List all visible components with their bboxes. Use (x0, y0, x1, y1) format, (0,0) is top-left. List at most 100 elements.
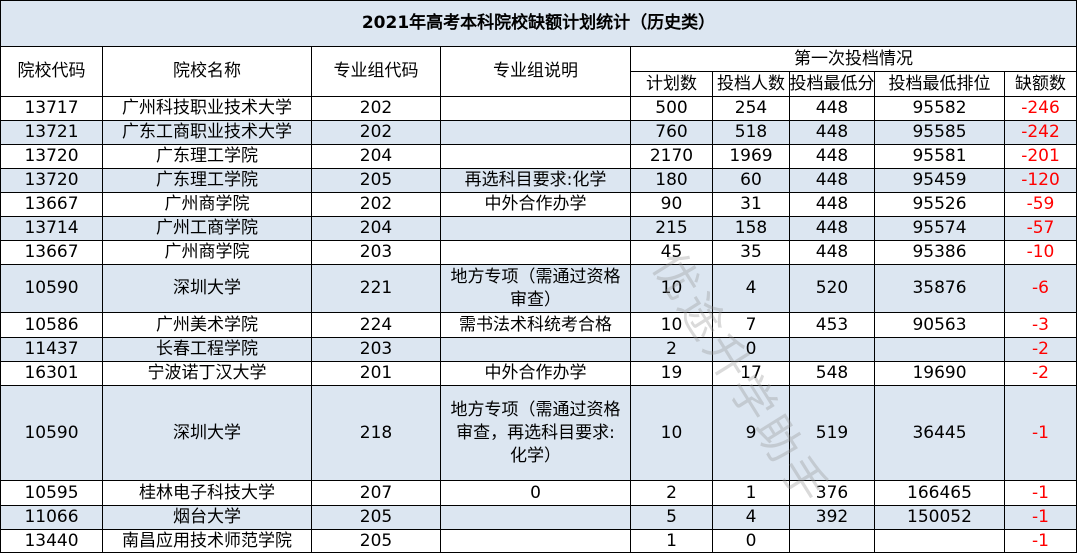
table-cell: 13720 (0, 169, 103, 193)
table-cell (441, 338, 631, 362)
table-cell: 95386 (875, 241, 1005, 265)
table-cell (875, 530, 1005, 553)
table-cell: 204 (312, 145, 441, 169)
table-cell: -10 (1005, 241, 1077, 265)
table-cell: 13717 (0, 97, 103, 121)
table-cell: 760 (631, 121, 713, 145)
table-cell: 1 (631, 530, 713, 553)
table-cell: 448 (790, 169, 875, 193)
table-cell: 深圳大学 (103, 386, 312, 481)
table-cell (441, 145, 631, 169)
table-cell: -201 (1005, 145, 1077, 169)
table-cell: 158 (713, 217, 790, 241)
table-cell (875, 338, 1005, 362)
table-cell: 166465 (875, 481, 1005, 506)
header-cell: 缺额数 (1005, 72, 1077, 97)
table-cell: 448 (790, 217, 875, 241)
table-cell: 448 (790, 97, 875, 121)
table-cell: 31 (713, 193, 790, 217)
table-cell: 13721 (0, 121, 103, 145)
table-cell: 448 (790, 121, 875, 145)
table-cell: 再选科目要求:化学 (441, 169, 631, 193)
table-cell: 广州美术学院 (103, 313, 312, 338)
table-cell: 95526 (875, 193, 1005, 217)
table-cell (790, 530, 875, 553)
table-cell: -242 (1005, 121, 1077, 145)
table-cell: 376 (790, 481, 875, 506)
table-cell (441, 97, 631, 121)
table-cell: 95585 (875, 121, 1005, 145)
table-cell: 2 (631, 481, 713, 506)
header-cell: 第一次投档情况 (631, 47, 1077, 72)
table-cell: 10586 (0, 313, 103, 338)
table-cell: 150052 (875, 506, 1005, 530)
table-cell: 11066 (0, 506, 103, 530)
table-cell: -1 (1005, 386, 1077, 481)
table-cell: 10590 (0, 265, 103, 313)
header-cell: 专业组说明 (441, 47, 631, 97)
table-cell: 广州工商学院 (103, 217, 312, 241)
header-cell: 投档人数 (713, 72, 790, 97)
table-cell: -1 (1005, 506, 1077, 530)
table-cell: 19 (631, 362, 713, 386)
table-cell: -1 (1005, 481, 1077, 506)
table-cell: -2 (1005, 362, 1077, 386)
table-cell: 205 (312, 506, 441, 530)
table-cell: 45 (631, 241, 713, 265)
table-cell: 广州商学院 (103, 241, 312, 265)
table-cell: 13440 (0, 530, 103, 553)
table-cell: 392 (790, 506, 875, 530)
table-cell: 203 (312, 338, 441, 362)
table-cell: 9 (713, 386, 790, 481)
table-cell: 254 (713, 97, 790, 121)
table-cell: -1 (1005, 530, 1077, 553)
table-cell: 0 (713, 338, 790, 362)
table-cell: 需书法术科统考合格 (441, 313, 631, 338)
table-cell: 地方专项（需通过资格审查，再选科目要求:化学） (441, 386, 631, 481)
table-cell: -3 (1005, 313, 1077, 338)
table-cell: 广州商学院 (103, 193, 312, 217)
header-cell: 专业组代码 (312, 47, 441, 97)
table-cell: 180 (631, 169, 713, 193)
table-cell: 202 (312, 97, 441, 121)
table-cell: 4 (713, 265, 790, 313)
table-cell: 中外合作办学 (441, 362, 631, 386)
table-cell: 2170 (631, 145, 713, 169)
table-cell: 518 (713, 121, 790, 145)
table-cell: 5 (631, 506, 713, 530)
table-cell: 16301 (0, 362, 103, 386)
table-cell: 2 (631, 338, 713, 362)
table-cell: 中外合作办学 (441, 193, 631, 217)
table-cell: 广东工商职业技术大学 (103, 121, 312, 145)
table-cell: 36445 (875, 386, 1005, 481)
table-cell (441, 530, 631, 553)
table-cell: 13714 (0, 217, 103, 241)
header-cell: 投档最低分 (790, 72, 875, 97)
table-cell (441, 121, 631, 145)
table-cell: 90 (631, 193, 713, 217)
table-cell: 10 (631, 265, 713, 313)
table-cell: 95581 (875, 145, 1005, 169)
table-cell: 548 (790, 362, 875, 386)
table-cell: -6 (1005, 265, 1077, 313)
table-cell: 0 (441, 481, 631, 506)
table-cell: 10 (631, 313, 713, 338)
table-cell: 204 (312, 217, 441, 241)
table-cell: 1 (713, 481, 790, 506)
header-cell: 院校名称 (103, 47, 312, 97)
table-cell: 0 (713, 530, 790, 553)
table-cell: 224 (312, 313, 441, 338)
table-cell: 南昌应用技术师范学院 (103, 530, 312, 553)
table-cell: 90563 (875, 313, 1005, 338)
table-cell: 203 (312, 241, 441, 265)
table-cell: 205 (312, 530, 441, 553)
table-cell: 35 (713, 241, 790, 265)
table-cell: 地方专项（需通过资格审查） (441, 265, 631, 313)
table-cell: 207 (312, 481, 441, 506)
table-cell: 95582 (875, 97, 1005, 121)
table-cell (441, 241, 631, 265)
table-cell: 520 (790, 265, 875, 313)
table-cell: 202 (312, 121, 441, 145)
table-cell: 广东理工学院 (103, 145, 312, 169)
